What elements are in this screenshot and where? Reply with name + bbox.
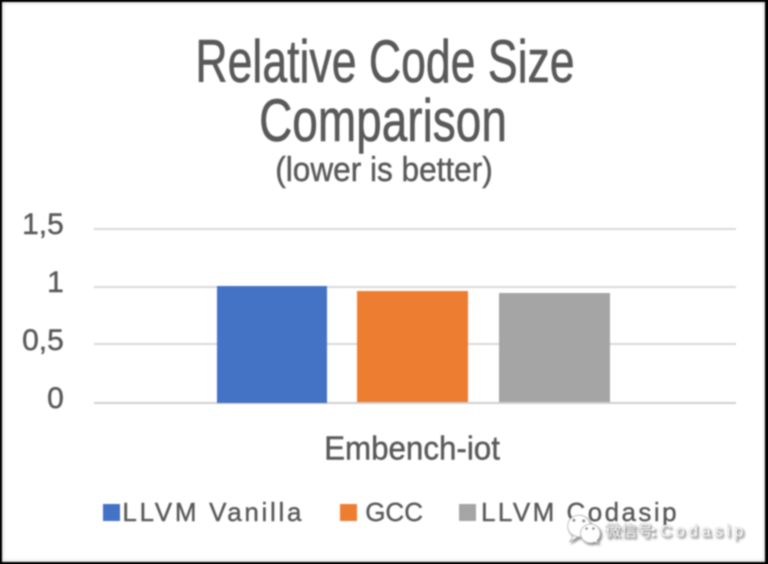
- svg-text:Codasip: Codasip: [660, 522, 747, 540]
